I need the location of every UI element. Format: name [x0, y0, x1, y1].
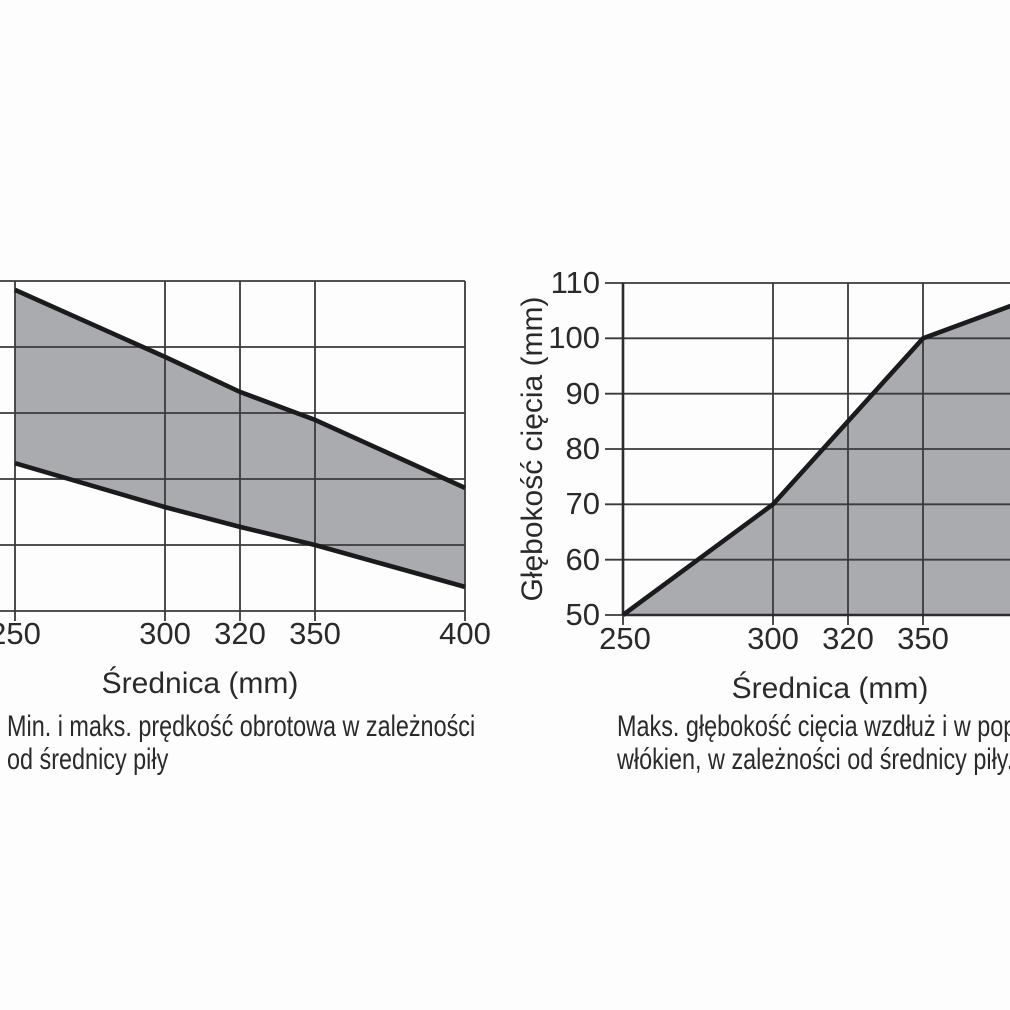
right-y-tick-label: 50: [565, 597, 600, 632]
right-x-axis-title: Średnica (mm): [731, 672, 929, 705]
right-caption-line2: włókien, w zależności od średnicy piły.: [617, 743, 1010, 776]
right-chart-caption: Maks. głębokość cięcia wzdłuż i w popr w…: [617, 710, 1010, 776]
right-caption-line1: Maks. głębokość cięcia wzdłuż i w popr: [617, 710, 1010, 743]
right-y-tick-label: 110: [550, 265, 600, 300]
right-x-tick-label: 300: [747, 621, 799, 656]
left-x-tick-label: 400: [439, 616, 491, 651]
left-chart-caption: Min. i maks. prędkość obrotowa w zależno…: [7, 710, 475, 776]
left-x-tick-label: 320: [214, 616, 266, 651]
right-y-tick-label: 60: [565, 542, 600, 577]
left-caption-line1: Min. i maks. prędkość obrotowa w zależno…: [7, 710, 476, 743]
right-y-tick-label: 80: [565, 431, 600, 466]
right-x-tick-label: 250: [599, 621, 651, 656]
right-x-tick-label: 350: [897, 621, 949, 656]
right-y-tick-label: 100: [548, 320, 600, 355]
right-y-axis-title: Głębokość cięcia (mm): [516, 296, 549, 602]
left-x-axis-title: Średnica (mm): [101, 667, 299, 700]
left-caption-line2: od średnicy piły: [7, 743, 169, 776]
right-y-tick-label: 90: [565, 376, 600, 411]
left-x-tick-label: 300: [139, 616, 191, 651]
left-x-tick-label: 250: [0, 616, 41, 651]
right-x-tick-label: 320: [822, 621, 874, 656]
left-x-tick-label: 350: [289, 616, 341, 651]
right-y-tick-label: 70: [565, 486, 600, 521]
